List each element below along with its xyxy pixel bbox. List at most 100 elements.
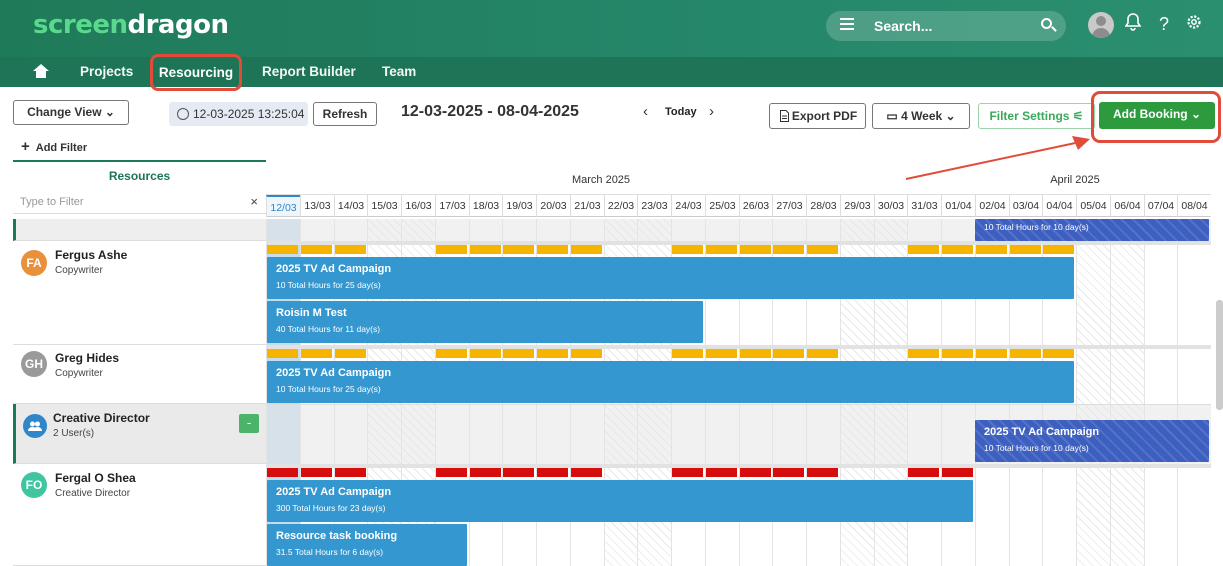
booking-hours: 10 Total Hours for 25 day(s) bbox=[276, 384, 381, 394]
capacity-indicator bbox=[537, 468, 568, 477]
nav-team[interactable]: Team bbox=[382, 64, 417, 79]
capacity-indicator bbox=[470, 468, 501, 477]
capacity-indicator bbox=[807, 245, 838, 254]
booking-bar[interactable]: 2025 TV Ad Campaign 300 Total Hours for 2… bbox=[267, 480, 973, 522]
bell-icon[interactable] bbox=[1122, 13, 1144, 36]
capacity-indicator bbox=[942, 468, 973, 477]
capacity-indicator bbox=[470, 349, 501, 358]
day-header: 01/04 bbox=[941, 195, 975, 217]
menu-icon[interactable] bbox=[840, 18, 854, 30]
avatar: FA bbox=[21, 250, 47, 276]
capacity-indicator bbox=[537, 245, 568, 254]
avatar-initials: GH bbox=[25, 357, 43, 371]
search-input[interactable]: Search... bbox=[874, 18, 933, 34]
day-header: 27/03 bbox=[772, 195, 806, 217]
filter-placeholder: Type to Filter bbox=[20, 196, 84, 208]
capacity-indicator bbox=[571, 468, 602, 477]
logo[interactable]: screendragon bbox=[33, 10, 229, 40]
booking-title: 2025 TV Ad Campaign bbox=[984, 426, 1100, 438]
day-header: 20/03 bbox=[536, 195, 570, 217]
booking-bar[interactable]: 2025 TV Ad Campaign 10 Total Hours for 25… bbox=[267, 257, 1074, 299]
home-icon[interactable] bbox=[33, 64, 49, 78]
refresh-button[interactable]: Refresh bbox=[313, 102, 377, 126]
resource-filter-input[interactable]: Type to Filter × bbox=[13, 190, 266, 214]
capacity-indicator bbox=[773, 245, 804, 254]
schedule-grid: March 2025 April 2025 12/03 13/03 14/03 15/… bbox=[266, 160, 1211, 566]
clock-icon bbox=[177, 108, 189, 120]
capacity-indicator bbox=[335, 468, 366, 477]
document-icon bbox=[780, 110, 789, 122]
capacity-indicator bbox=[706, 245, 737, 254]
booking-bar[interactable]: Resource task booking 31.5 Total Hours fo… bbox=[267, 524, 467, 566]
booking-bar[interactable]: 10 Total Hours for 10 day(s) bbox=[975, 219, 1209, 241]
day-header: 04/04 bbox=[1042, 195, 1076, 217]
collapse-group-button[interactable]: - bbox=[239, 414, 259, 433]
next-period-icon[interactable]: › bbox=[709, 103, 714, 120]
capacity-indicator bbox=[335, 349, 366, 358]
resource-row-greg-hides[interactable]: GH Greg Hides Copywriter bbox=[13, 345, 266, 404]
day-header: 08/04 bbox=[1177, 195, 1211, 217]
capacity-indicator bbox=[503, 468, 534, 477]
capacity-indicator bbox=[436, 468, 467, 477]
resource-group-creative-director[interactable]: Creative Director 2 User(s) - bbox=[13, 404, 266, 464]
capacity-indicator bbox=[301, 349, 332, 358]
vertical-scrollbar[interactable] bbox=[1216, 300, 1223, 410]
day-header: 30/03 bbox=[874, 195, 907, 217]
change-view-label: Change View bbox=[27, 105, 102, 119]
avatar-initials: FO bbox=[25, 478, 43, 492]
highlight-frame bbox=[1091, 91, 1221, 143]
add-filter-button[interactable]: + Add Filter bbox=[21, 138, 87, 155]
resource-row-fergus-ashe[interactable]: FA Fergus Ashe Copywriter bbox=[13, 241, 266, 345]
resource-name: Greg Hides bbox=[55, 351, 120, 365]
capacity-indicator bbox=[908, 468, 939, 477]
capacity-indicator bbox=[976, 349, 1007, 358]
nav-report-builder[interactable]: Report Builder bbox=[262, 64, 356, 79]
capacity-band bbox=[266, 345, 1211, 349]
change-view-button[interactable]: Change View ⌄ bbox=[13, 100, 129, 125]
group-avatar bbox=[23, 414, 47, 438]
logo-part2: dragon bbox=[127, 10, 229, 40]
users-icon bbox=[28, 421, 42, 431]
add-booking-label: Add Booking bbox=[1112, 107, 1188, 121]
booking-bar[interactable]: 2025 TV Ad Campaign 10 Total Hours for 10… bbox=[975, 420, 1209, 462]
day-header: 18/03 bbox=[469, 195, 502, 217]
capacity-indicator bbox=[908, 245, 939, 254]
booking-title: 2025 TV Ad Campaign bbox=[276, 367, 392, 379]
booking-bar[interactable]: 2025 TV Ad Campaign 10 Total Hours for 25… bbox=[267, 361, 1074, 403]
booking-hours: 10 Total Hours for 10 day(s) bbox=[984, 222, 1089, 232]
search-bar[interactable]: Search... bbox=[826, 11, 1066, 41]
clear-filter-icon[interactable]: × bbox=[250, 194, 258, 209]
gear-icon[interactable] bbox=[1183, 13, 1205, 36]
prev-period-icon[interactable]: ‹ bbox=[643, 103, 648, 120]
capacity-indicator bbox=[267, 349, 298, 358]
capacity-indicator bbox=[740, 245, 771, 254]
avatar: GH bbox=[21, 351, 47, 377]
search-icon[interactable] bbox=[1041, 18, 1052, 29]
day-header: 22/03 bbox=[604, 195, 637, 217]
resource-role: Copywriter bbox=[55, 368, 103, 379]
group-user-count: 2 User(s) bbox=[53, 428, 95, 439]
filter-settings-button[interactable]: Filter Settings ⚟ bbox=[978, 103, 1095, 129]
capacity-indicator bbox=[335, 245, 366, 254]
capacity-indicator bbox=[1043, 245, 1074, 254]
week-range-select[interactable]: ▭ 4 Week ⌄ bbox=[872, 103, 970, 129]
add-booking-button[interactable]: Add Booking ⌄ bbox=[1099, 102, 1215, 129]
last-updated-timestamp: 12-03-2025 13:25:04 bbox=[169, 102, 308, 126]
day-column bbox=[1177, 219, 1211, 566]
add-filter-label: Add Filter bbox=[35, 142, 88, 154]
booking-bar[interactable]: Roisin M Test 40 Total Hours for 11 day(s… bbox=[267, 301, 703, 343]
nav-projects[interactable]: Projects bbox=[80, 64, 134, 79]
day-column bbox=[1110, 219, 1144, 566]
resource-row-fergal-o-shea[interactable]: FO Fergal O Shea Creative Director bbox=[13, 464, 266, 566]
help-icon[interactable]: ? bbox=[1158, 14, 1169, 34]
capacity-indicator bbox=[976, 245, 1007, 254]
avatar[interactable] bbox=[1088, 12, 1114, 38]
capacity-indicator bbox=[436, 245, 467, 254]
annotation-arrow bbox=[905, 136, 1090, 180]
day-column bbox=[1144, 219, 1177, 566]
export-pdf-button[interactable]: Export PDF bbox=[769, 103, 866, 129]
chevron-down-icon: ⌄ bbox=[945, 109, 956, 123]
nav-resourcing[interactable]: Resourcing bbox=[150, 54, 242, 91]
booking-hours: 31.5 Total Hours for 6 day(s) bbox=[276, 547, 384, 557]
today-button[interactable]: Today bbox=[665, 106, 697, 118]
